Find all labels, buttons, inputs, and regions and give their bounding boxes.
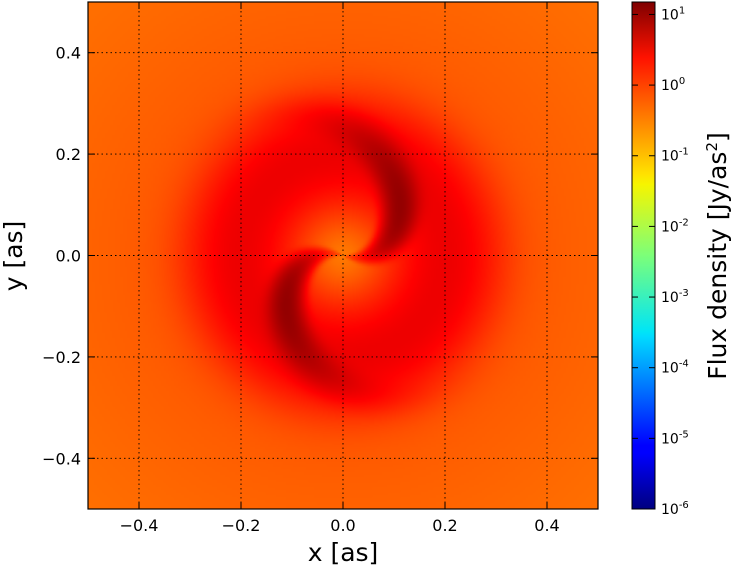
grid-lines	[88, 2, 598, 509]
colorbar-tick-label: 10-6	[661, 500, 689, 518]
x-tick-label: −0.2	[222, 516, 261, 535]
colorbar-tick-label: 10-4	[661, 359, 689, 377]
colorbar	[632, 2, 655, 509]
y-tick-label: −0.4	[42, 449, 81, 468]
x-tick-label: 0.2	[432, 516, 457, 535]
x-tick-label: 0.4	[534, 516, 559, 535]
y-tick-label: 0.0	[56, 247, 81, 266]
colorbar-tick-label: 10-1	[661, 147, 689, 165]
y-tick-label: 0.4	[56, 44, 81, 63]
y-tick-label: 0.2	[56, 145, 81, 164]
x-tick-label: 0.0	[330, 516, 355, 535]
colorbar-tick-label: 101	[661, 5, 685, 23]
y-tick-label: −0.2	[42, 348, 81, 367]
colorbar-tick-label: 10-3	[661, 288, 689, 306]
colorbar-tick-label: 10-5	[661, 429, 689, 447]
colorbar-tick-label: 100	[661, 76, 685, 94]
colorbar-ticks: 10-6 10-5 10-4 10-3 10-2 10-1 100 101	[632, 5, 689, 518]
x-axis-label: x [as]	[308, 538, 379, 566]
plot-frame	[87, 1, 599, 510]
colorbar-tick-label: 10-2	[661, 217, 689, 235]
y-axis-ticks: −0.4 −0.2 0.0 0.2 0.4	[42, 44, 598, 468]
x-tick-label: −0.4	[120, 516, 159, 535]
x-axis-ticks: −0.4 −0.2 0.0 0.2 0.4	[120, 2, 560, 535]
y-axis-label: y [as]	[0, 221, 28, 292]
colorbar-frame	[631, 1, 656, 510]
colorbar-label: Flux density [Jy/as2]	[703, 132, 732, 380]
